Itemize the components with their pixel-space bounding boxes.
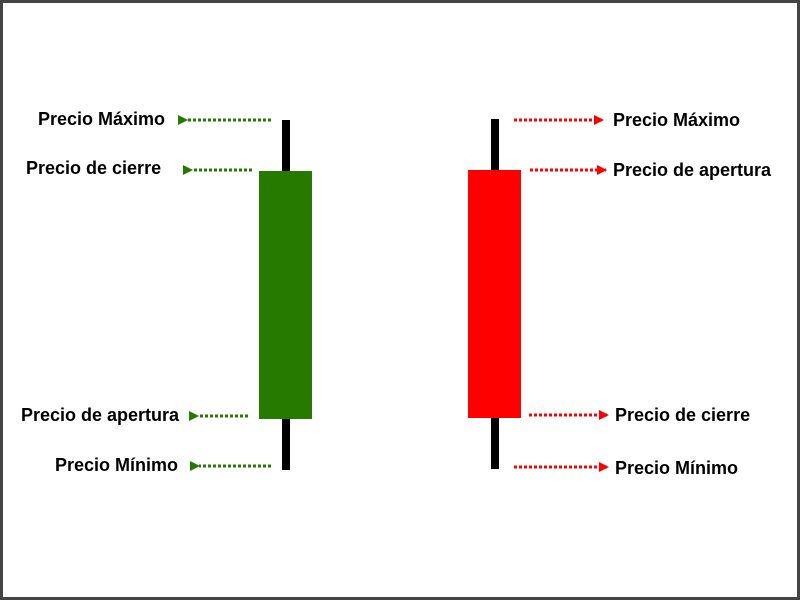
- bearish-arrows: [514, 115, 609, 472]
- bullish-low-label: Precio Mínimo: [55, 455, 179, 475]
- bearish-open-label: Precio de apertura: [613, 160, 772, 180]
- bullish-open-label: Precio de apertura: [21, 405, 180, 425]
- bullish-candle: [259, 120, 312, 470]
- bullish-arrows: [178, 115, 271, 471]
- bullish-close-label: Precio de cierre: [26, 158, 162, 178]
- bearish-candle: [468, 119, 521, 469]
- bearish-body: [468, 170, 521, 418]
- bullish-body: [259, 171, 312, 419]
- diagram-canvas: [178, 115, 609, 472]
- bearish-close-label: Precio de cierre: [615, 405, 751, 425]
- bullish-high-label: Precio Máximo: [38, 109, 166, 129]
- bearish-low-label: Precio Mínimo: [615, 458, 739, 478]
- bearish-high-label: Precio Máximo: [613, 110, 741, 130]
